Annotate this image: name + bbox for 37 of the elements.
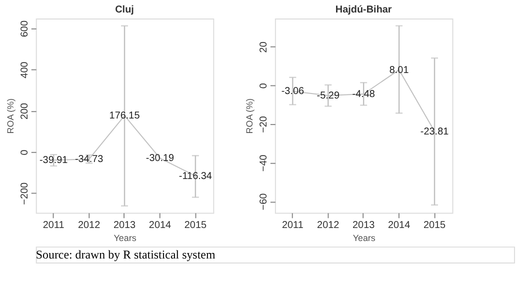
- x-tick-label: 2012: [78, 220, 101, 232]
- source-note: Source: drawn by R statistical system: [36, 248, 216, 262]
- x-tick-label: 2014: [148, 220, 172, 232]
- y-tick-label: 0: [258, 82, 270, 89]
- x-tick-label: 2013: [352, 220, 376, 232]
- y-tick-label: −60: [258, 192, 270, 210]
- y-tick-label: 0: [19, 149, 30, 156]
- y-tick-label: −200: [19, 182, 30, 205]
- data-label: -3.06: [281, 86, 304, 98]
- data-label: -34.73: [74, 154, 104, 166]
- y-tick-label: 200: [19, 102, 30, 120]
- y-tick-label: −20: [258, 116, 270, 133]
- data-label: 8.01: [389, 64, 410, 76]
- x-axis-title: Years: [114, 233, 137, 244]
- x-tick-label: 2014: [388, 220, 411, 232]
- y-tick-label: 20: [258, 41, 270, 53]
- x-tick-label: 2012: [317, 220, 340, 232]
- chart-title: Hajdú-Bihar: [335, 4, 392, 16]
- x-axis-title: Years: [352, 233, 376, 244]
- data-label: -116.34: [178, 170, 212, 182]
- y-tick-label: −40: [258, 154, 270, 172]
- data-label: -30.19: [146, 153, 175, 164]
- x-tick-label: 2011: [282, 220, 304, 232]
- data-label: -5.29: [316, 90, 340, 102]
- x-tick-label: 2013: [113, 220, 136, 232]
- y-axis-title: ROA (%): [244, 98, 255, 134]
- y-tick-label: 600: [19, 20, 30, 38]
- data-label: -4.48: [352, 88, 376, 100]
- y-axis-title: ROA (%): [5, 98, 16, 134]
- x-tick-label: 2011: [42, 220, 65, 232]
- chart-title: Cluj: [115, 4, 134, 16]
- data-label: 176.15: [109, 110, 140, 122]
- y-tick-label: 400: [19, 61, 30, 78]
- data-label: -39.91: [39, 155, 68, 166]
- data-label: -23.81: [420, 126, 450, 138]
- x-tick-label: 2015: [184, 220, 207, 232]
- x-tick-label: 2015: [423, 220, 446, 232]
